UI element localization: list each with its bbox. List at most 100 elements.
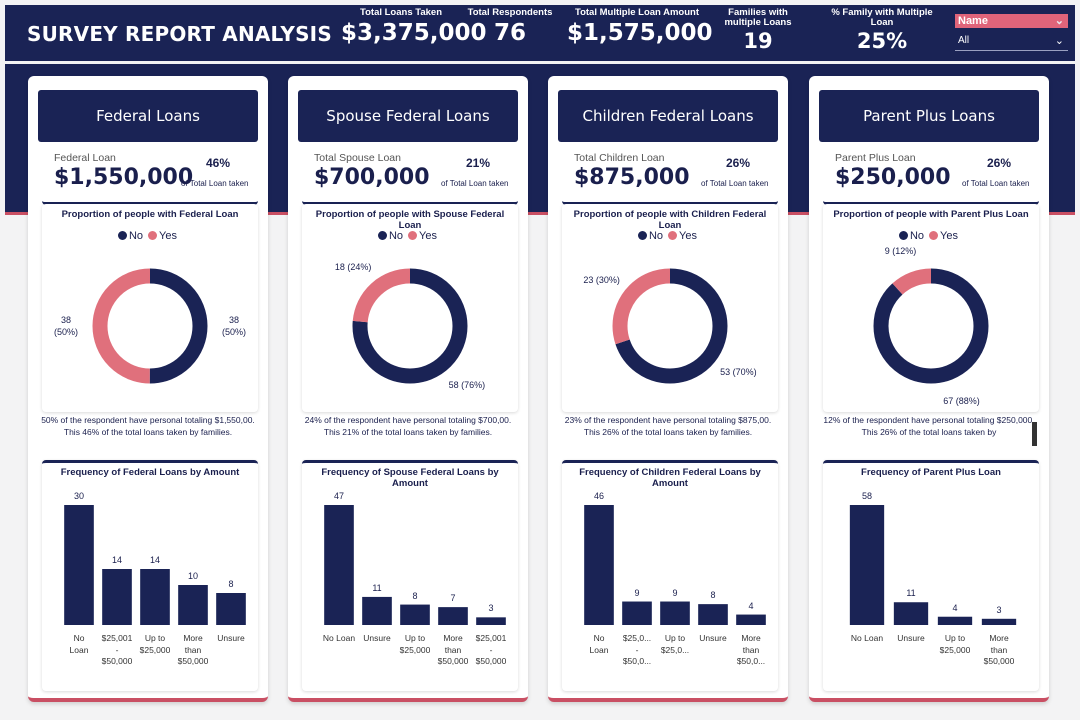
- kpi-total-respondents: Total Respondents 76: [460, 7, 560, 47]
- bar[interactable]: [64, 505, 94, 625]
- slicer-selected-value: All: [958, 35, 970, 46]
- bar-category-label: Up to $25,0...: [655, 633, 695, 656]
- bar-category-label: More than $50,000: [979, 633, 1019, 668]
- donut-label-no-line: (50%): [221, 327, 246, 337]
- donut-slice-yes[interactable]: [92, 268, 208, 384]
- bar-category-line: $50,0...: [622, 656, 652, 666]
- page-title: SURVEY REPORT ANALYSIS: [27, 22, 332, 46]
- bar[interactable]: [584, 505, 614, 625]
- kpi-card: Total Children Loan $875,000 26% of Tota…: [562, 152, 778, 205]
- chevron-down-icon[interactable]: ⌄: [1054, 35, 1064, 47]
- chart-legend: No Yes: [562, 230, 778, 242]
- kpi-card-label: Federal Loan: [54, 152, 116, 164]
- bar[interactable]: [660, 601, 690, 625]
- bar-category-label: No Loan: [847, 633, 887, 645]
- kpi-label: Families with multiple Loans: [724, 7, 792, 28]
- donut-label-no: 53 (70%): [710, 366, 766, 378]
- donut-slice-yes[interactable]: [352, 268, 468, 384]
- donut-label-yes-line: 18 (24%): [334, 262, 372, 273]
- bar-category-line: More: [183, 633, 203, 643]
- bar[interactable]: [937, 616, 973, 625]
- bar-category-label: Unsure: [891, 633, 931, 645]
- bar-category-line: More: [741, 633, 761, 643]
- donut-slice-yes[interactable]: [612, 268, 728, 384]
- donut-slice-yes[interactable]: [873, 268, 989, 384]
- bar-category-line: $50,0...: [736, 656, 766, 666]
- donut-slice-no[interactable]: [873, 268, 989, 384]
- bar-value-label: 11: [906, 588, 916, 599]
- bar-chart-title: Frequency of Children Federal Loans by A…: [579, 467, 761, 489]
- summary-text: 24% of the respondent have personal tota…: [304, 415, 512, 437]
- bar-chart[interactable]: Frequency of Parent Plus Loan 58 No Loan 1…: [823, 460, 1039, 691]
- bar-category-line: Up to: [404, 633, 426, 643]
- kpi-card-label: Total Spouse Loan: [314, 152, 401, 164]
- bar-value-label: 7: [450, 593, 456, 604]
- bar-category-line: $25,001: [475, 633, 507, 643]
- bar-chart[interactable]: Frequency of Children Federal Loans by A…: [562, 460, 778, 691]
- bar[interactable]: [102, 569, 132, 625]
- legend-no-swatch: [117, 231, 127, 240]
- kpi-card-label: Parent Plus Loan: [835, 152, 916, 164]
- bar[interactable]: [324, 505, 354, 625]
- donut-label-no: 58 (76%): [439, 379, 495, 391]
- donut-chart[interactable]: Proportion of people with Spouse Federal…: [302, 204, 518, 412]
- bar-category-label: More than $50,0...: [731, 633, 771, 668]
- bar-category-label: More than $50,000: [173, 633, 213, 668]
- chart-legend: No Yes: [42, 230, 258, 242]
- bar-value-label: 3: [996, 604, 1002, 615]
- bar-category-label: Up to $25,000: [135, 633, 175, 656]
- bar[interactable]: [698, 604, 728, 625]
- card-spouse: Spouse Federal Loans Total Spouse Loan $…: [288, 76, 528, 702]
- slicer-header[interactable]: Name ⌄: [955, 14, 1068, 28]
- bar-category-line: No Loan: [850, 633, 884, 643]
- bar-category-line: $25,000: [939, 644, 971, 655]
- bar[interactable]: [216, 593, 246, 625]
- bar[interactable]: [622, 601, 652, 625]
- legend-no-label: No: [128, 230, 144, 242]
- donut-chart[interactable]: Proportion of people with Federal Loan N…: [42, 204, 258, 412]
- bar-value-label: 10: [187, 571, 198, 581]
- bar[interactable]: [178, 585, 208, 625]
- bar-value-label: 3: [488, 603, 494, 614]
- chart-legend: No Yes: [823, 230, 1039, 242]
- bar-category-line: $25,000: [399, 644, 431, 655]
- bar-category-line: $25,0...: [660, 644, 690, 655]
- bar-category-line: -: [115, 644, 119, 655]
- bar[interactable]: [849, 505, 885, 625]
- bar-value-label: 46: [593, 491, 604, 501]
- bar-category-label: Unsure: [211, 633, 251, 645]
- bar[interactable]: [438, 607, 468, 625]
- donut-chart[interactable]: Proportion of people with Children Feder…: [562, 204, 778, 412]
- bar-category-label: Unsure: [693, 633, 733, 645]
- bar[interactable]: [736, 614, 766, 625]
- kpi-card: Total Spouse Loan $700,000 21% of Total …: [302, 152, 518, 205]
- scrollbar-thumb[interactable]: [1032, 422, 1037, 446]
- card-federal: Federal Loans Federal Loan $1,550,000 46…: [28, 76, 268, 702]
- bar[interactable]: [893, 602, 929, 625]
- bar[interactable]: [362, 596, 392, 625]
- kpi-label: Total Respondents: [467, 7, 553, 18]
- kpi-card-note: of Total Loan taken: [441, 179, 509, 188]
- bar[interactable]: [140, 569, 170, 625]
- bar-category-line: Up to: [664, 633, 686, 643]
- bar[interactable]: [400, 604, 430, 625]
- name-slicer[interactable]: Name ⌄ All ⌄: [955, 14, 1068, 51]
- donut-chart[interactable]: Proportion of people with Parent Plus Lo…: [823, 204, 1039, 412]
- donut-label-yes-line: (50%): [53, 327, 78, 337]
- kpi-card-note: of Total Loan taken: [962, 179, 1030, 188]
- slicer-dropdown[interactable]: All ⌄: [955, 32, 1068, 51]
- bar-category-label: No Loan: [579, 633, 619, 656]
- chevron-down-icon[interactable]: ⌄: [1054, 15, 1064, 27]
- bar-chart[interactable]: Frequency of Federal Loans by Amount 30 N…: [42, 460, 258, 691]
- donut-label-no-line: 38: [228, 315, 239, 325]
- donut-chart-title: Proportion of people with Parent Plus Lo…: [833, 209, 1029, 220]
- legend-no-label: No: [648, 230, 664, 242]
- bar-category-line: No Loan: [322, 633, 356, 643]
- donut-chart-title: Proportion of people with Spouse Federal…: [315, 209, 505, 231]
- legend-yes-label: Yes: [419, 230, 437, 242]
- bar-chart[interactable]: Frequency of Spouse Federal Loans by Amo…: [302, 460, 518, 691]
- bar[interactable]: [476, 617, 506, 625]
- bar-category-label: No Loan: [59, 633, 99, 656]
- bar[interactable]: [981, 618, 1017, 625]
- bar-value-label: 9: [672, 587, 678, 598]
